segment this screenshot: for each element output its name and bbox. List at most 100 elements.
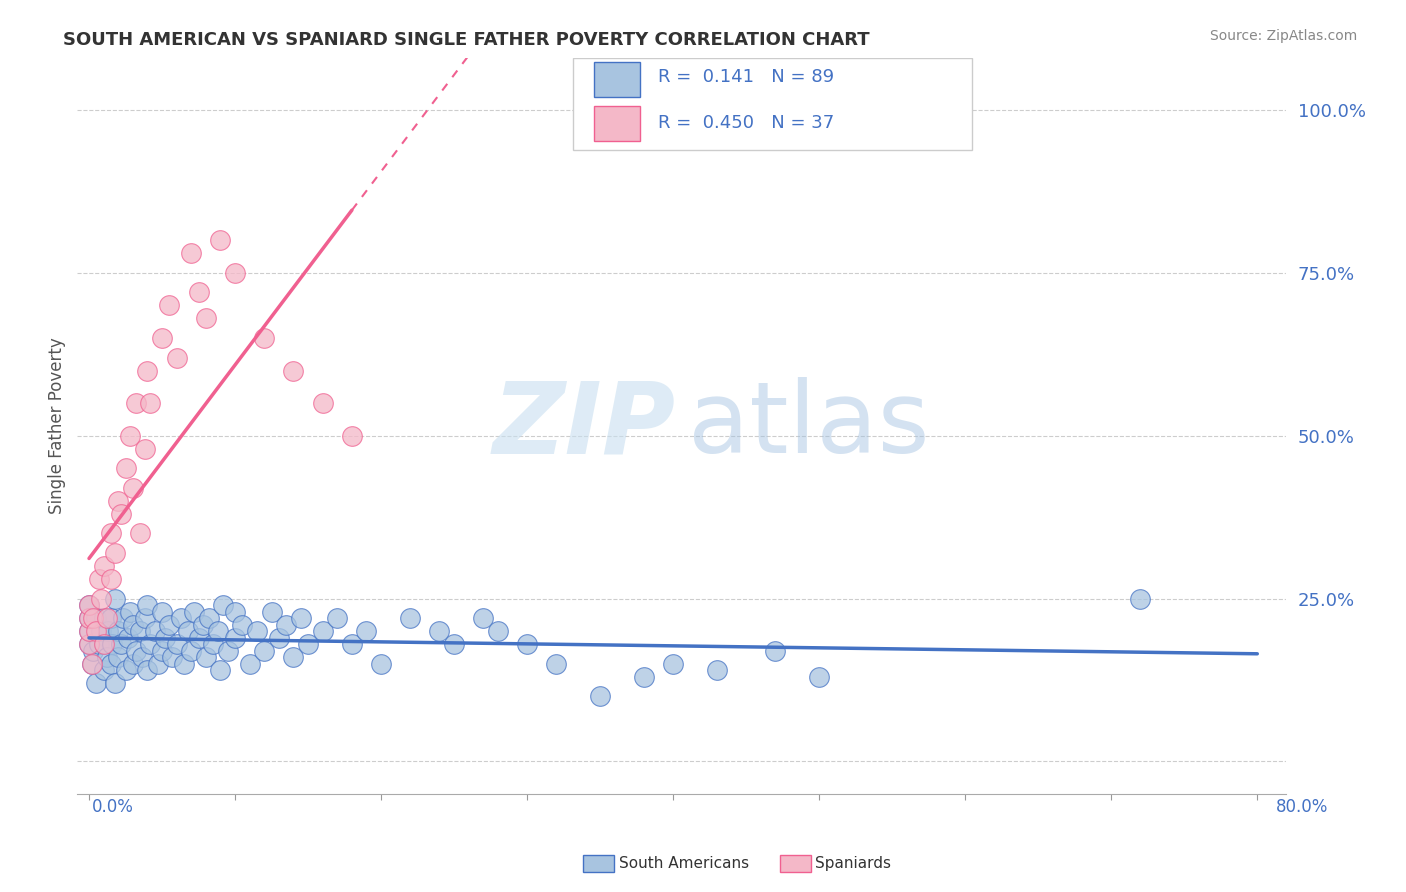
- Point: [224, 605, 246, 619]
- Point: [111, 611, 134, 625]
- Point: [187, 285, 209, 300]
- Point: [150, 643, 173, 657]
- Point: [180, 246, 202, 260]
- Point: [162, 650, 184, 665]
- Point: [77, 611, 100, 625]
- Point: [662, 657, 685, 671]
- Text: 80.0%: 80.0%: [1277, 798, 1329, 816]
- Point: [153, 631, 176, 645]
- Point: [136, 363, 159, 377]
- FancyBboxPatch shape: [593, 106, 640, 141]
- Point: [706, 663, 728, 677]
- Point: [246, 624, 269, 638]
- Point: [150, 605, 173, 619]
- Point: [340, 637, 363, 651]
- Point: [207, 624, 229, 638]
- Point: [633, 670, 655, 684]
- Point: [180, 643, 202, 657]
- Point: [125, 643, 148, 657]
- Point: [166, 637, 188, 651]
- Text: R =  0.141   N = 89: R = 0.141 N = 89: [658, 68, 834, 86]
- Point: [110, 637, 132, 651]
- Point: [212, 598, 235, 612]
- Point: [77, 637, 100, 651]
- Point: [89, 572, 111, 586]
- Point: [136, 598, 159, 612]
- Point: [139, 637, 162, 651]
- Point: [134, 611, 156, 625]
- Point: [77, 598, 100, 612]
- Point: [209, 233, 232, 247]
- Text: R =  0.450   N = 37: R = 0.450 N = 37: [658, 113, 834, 132]
- Point: [217, 643, 239, 657]
- Point: [89, 637, 111, 651]
- Point: [77, 637, 100, 651]
- Point: [77, 598, 100, 612]
- Point: [194, 311, 217, 326]
- Point: [97, 624, 120, 638]
- Point: [197, 611, 219, 625]
- Point: [340, 428, 363, 442]
- Point: [134, 442, 156, 456]
- Point: [100, 572, 122, 586]
- Point: [129, 624, 152, 638]
- Point: [157, 617, 180, 632]
- Point: [104, 591, 127, 606]
- Point: [202, 637, 225, 651]
- Point: [107, 493, 129, 508]
- Point: [253, 643, 276, 657]
- Point: [209, 663, 232, 677]
- Point: [311, 624, 333, 638]
- Point: [283, 650, 305, 665]
- Point: [104, 676, 127, 690]
- Point: [157, 298, 180, 312]
- Point: [100, 657, 122, 671]
- Point: [187, 631, 209, 645]
- Point: [86, 624, 108, 638]
- Point: [101, 637, 124, 651]
- Point: [100, 526, 122, 541]
- Point: [77, 611, 100, 625]
- Point: [297, 637, 319, 651]
- Text: ZIP: ZIP: [494, 377, 676, 475]
- Text: atlas: atlas: [688, 377, 929, 475]
- Point: [90, 624, 112, 638]
- Point: [100, 611, 122, 625]
- Point: [183, 605, 205, 619]
- Point: [121, 657, 143, 671]
- Point: [370, 657, 392, 671]
- Point: [486, 624, 509, 638]
- Point: [96, 611, 118, 625]
- Point: [118, 605, 141, 619]
- Y-axis label: Single Father Poverty: Single Father Poverty: [48, 337, 66, 515]
- Point: [93, 663, 115, 677]
- Point: [146, 657, 169, 671]
- Point: [194, 650, 217, 665]
- Point: [90, 591, 112, 606]
- Point: [118, 428, 141, 442]
- Point: [82, 643, 104, 657]
- Point: [239, 657, 262, 671]
- Point: [86, 611, 108, 625]
- Point: [139, 396, 162, 410]
- Point: [276, 617, 298, 632]
- Point: [516, 637, 538, 651]
- Point: [546, 657, 568, 671]
- Text: Source: ZipAtlas.com: Source: ZipAtlas.com: [1209, 29, 1357, 43]
- Point: [326, 611, 349, 625]
- Point: [589, 689, 612, 703]
- Point: [143, 624, 166, 638]
- Point: [283, 363, 305, 377]
- Point: [114, 663, 136, 677]
- Point: [117, 631, 139, 645]
- Point: [80, 657, 103, 671]
- Text: South Americans: South Americans: [619, 856, 749, 871]
- Point: [121, 617, 143, 632]
- Point: [107, 650, 129, 665]
- Point: [131, 650, 153, 665]
- Point: [399, 611, 422, 625]
- FancyBboxPatch shape: [593, 62, 640, 97]
- Point: [173, 657, 195, 671]
- Point: [231, 617, 253, 632]
- Text: Spaniards: Spaniards: [815, 856, 891, 871]
